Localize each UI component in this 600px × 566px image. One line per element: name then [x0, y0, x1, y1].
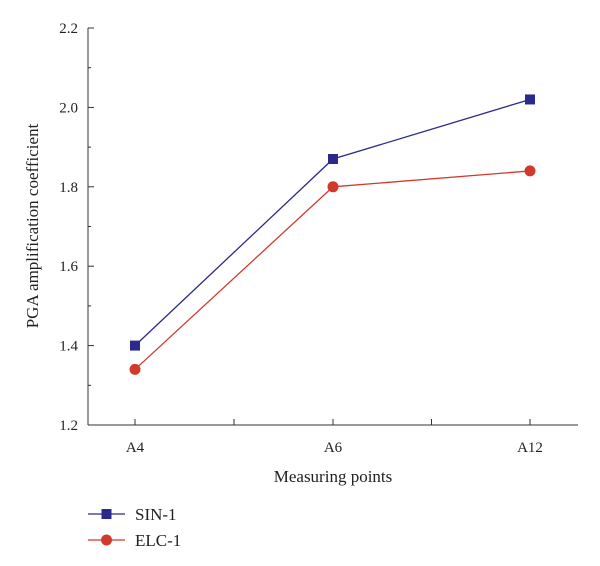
y-axis-title: PGA amplification coefficient [23, 123, 42, 328]
legend-marker [101, 509, 112, 519]
y-tick-label: 1.2 [59, 418, 78, 434]
data-point [328, 154, 338, 165]
x-axis-title: Measuring points [274, 467, 393, 486]
x-tick-label: A4 [126, 440, 145, 456]
legend-marker [101, 534, 112, 546]
data-point [327, 181, 339, 193]
series-layer [129, 94, 536, 375]
y-tick-label: 1.8 [59, 180, 78, 196]
legend: SIN-1 ELC-1 [88, 505, 181, 550]
y-tick-label: 1.6 [59, 259, 78, 275]
y-ticks: 1.2 1.4 1.6 1.8 2.0 2.2 [59, 21, 94, 434]
data-point [129, 363, 141, 375]
data-point [525, 94, 535, 105]
data-point [524, 165, 536, 177]
x-tick-label: A12 [517, 440, 543, 456]
y-tick-label: 2.0 [59, 100, 78, 116]
series-line-sin-1 [134, 98, 531, 347]
x-tick-label: A6 [324, 440, 343, 456]
y-tick-label: 2.2 [59, 21, 78, 37]
data-point [130, 340, 140, 351]
legend-label: ELC-1 [135, 531, 181, 550]
legend-label: SIN-1 [135, 505, 177, 524]
x-ticks: A4 A6 A12 [126, 419, 543, 456]
axes [87, 28, 578, 426]
series-line-elc-1 [134, 170, 531, 370]
y-tick-label: 1.4 [59, 339, 78, 355]
